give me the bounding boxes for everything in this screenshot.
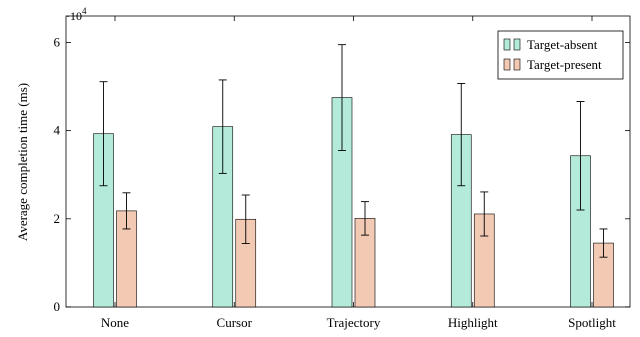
y-multiplier-prefix: · [66,9,70,23]
bar-marks [93,97,614,308]
x-tick-labels: None Cursor Trajectory Highlight Spotlight [101,16,616,330]
error-bar-marks [99,44,608,258]
legend: Target-absent Target-present [497,30,624,80]
y-multiplier-exponent: 4 [82,6,87,16]
y-tick-labels: 0 2 4 6 [54,34,630,314]
legend-swatch-target-present-b [513,58,521,71]
y-tick-label: 4 [54,123,61,138]
x-tick-label: Cursor [217,315,253,330]
y-multiplier-base: 10 [70,9,82,23]
y-tick-label: 0 [54,299,61,314]
legend-swatch-target-present-a [503,58,511,71]
y-tick-label: 6 [54,34,61,49]
legend-swatch-target-absent-b [513,38,521,51]
x-tick-label: Trajectory [327,315,381,330]
y-multiplier-label: ·104 [66,6,87,23]
x-tick-label: Highlight [448,315,498,330]
legend-label-target-present: Target-present [527,57,602,72]
y-tick-label: 2 [54,211,61,226]
legend-swatch-target-absent-a [503,38,511,51]
x-tick-label: None [101,315,129,330]
legend-label-target-absent: Target-absent [527,37,598,52]
y-axis-label: Average completion time (ms) [15,83,30,241]
x-tick-label: Spotlight [568,315,616,330]
